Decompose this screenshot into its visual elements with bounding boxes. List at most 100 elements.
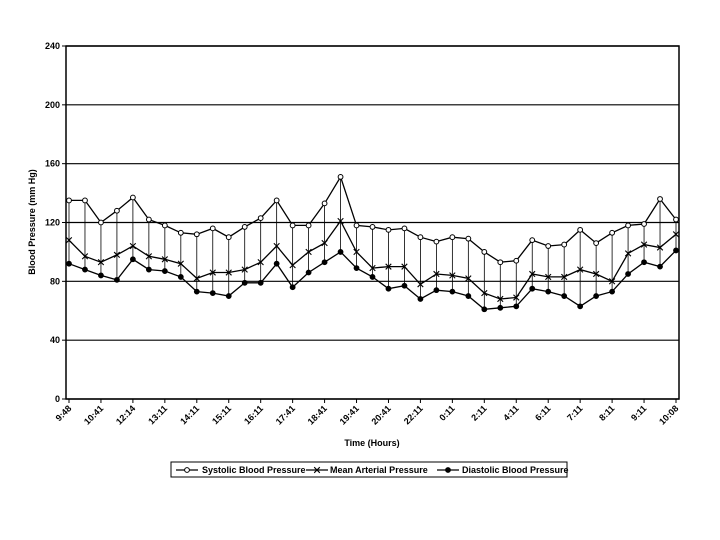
diastolic-point-22 — [417, 296, 424, 302]
x-tick-label-17: 8:11 — [597, 403, 616, 422]
x-tick-label-3: 13:11 — [146, 403, 169, 426]
systolic-point-22 — [417, 234, 424, 241]
mean-arterial-point-19 — [369, 264, 376, 272]
systolic-point-35 — [625, 222, 631, 229]
diastolic-point-7 — [177, 274, 184, 280]
x-tick-label-16: 7:11 — [565, 403, 584, 422]
systolic-point-31 — [561, 241, 568, 248]
y-tick-label-0: 0 — [55, 394, 60, 404]
diastolic-point-35 — [625, 271, 631, 277]
y-axis-label: Blood Pressure (mm Hg) — [27, 169, 37, 275]
systolic-point-29 — [529, 237, 536, 244]
diastolic-point-33 — [593, 293, 600, 299]
systolic-point-16 — [321, 200, 328, 207]
diastolic-point-5 — [145, 266, 152, 273]
mean-arterial-point-35 — [624, 250, 632, 257]
x-tick-label-2: 12:14 — [114, 403, 137, 426]
series-systolic — [66, 174, 679, 266]
legend-label-diastolic: Diastolic Blood Pressure — [462, 465, 569, 475]
systolic-point-9 — [209, 225, 216, 232]
x-tick-label-1: 10:41 — [82, 403, 105, 426]
diastolic-point-29 — [529, 285, 536, 292]
diastolic-point-16 — [321, 259, 328, 266]
systolic-point-10 — [225, 234, 232, 241]
systolic-point-24 — [449, 234, 456, 241]
mean-arterial-point-31 — [560, 273, 568, 281]
systolic-point-5 — [145, 216, 152, 223]
mean-arterial-point-13 — [273, 242, 280, 250]
diastolic-point-24 — [449, 288, 456, 295]
systolic-point-11 — [241, 224, 248, 230]
mean-arterial-point-34 — [608, 278, 616, 285]
mean-arterial-point-7 — [177, 260, 185, 267]
systolic-point-17 — [337, 174, 344, 180]
diastolic-point-23 — [433, 287, 440, 294]
x-tick-label-0: 9:48 — [54, 403, 74, 423]
mean-arterial-point-22 — [417, 281, 424, 288]
diastolic-point-3 — [114, 276, 120, 283]
systolic-point-7 — [177, 229, 184, 236]
systolic-point-38 — [673, 216, 679, 223]
systolic-point-21 — [401, 225, 408, 232]
systolic-point-1 — [82, 197, 88, 204]
legend: Systolic Blood Pressure Mean Arterial Pre… — [170, 461, 569, 478]
y-tick-label-80: 80 — [50, 276, 60, 286]
mean-arterial-point-24 — [449, 272, 456, 279]
x-axis-ticks: 9:48 10:41 12:14 13:11 14:11 15:11 16:11 17:41 1… — [54, 399, 680, 427]
mean-arterial-point-38 — [672, 231, 680, 238]
diastolic-point-1 — [82, 266, 88, 273]
mean-arterial-point-0 — [65, 236, 73, 244]
x-tick-label-9: 19:41 — [338, 403, 361, 426]
series-lines — [65, 174, 680, 313]
mean-arterial-point-5 — [145, 253, 153, 260]
systolic-point-36 — [641, 221, 647, 227]
diastolic-point-36 — [641, 259, 647, 266]
diastolic-point-9 — [209, 290, 216, 297]
systolic-point-12 — [257, 215, 264, 221]
diastolic-point-11 — [241, 279, 248, 286]
mean-arterial-point-9 — [209, 269, 216, 276]
y-tick-label-200: 200 — [45, 100, 60, 110]
diastolic-point-34 — [609, 288, 616, 295]
plot-area-frame — [65, 45, 680, 400]
systolic-point-27 — [497, 259, 504, 266]
diastolic-point-15 — [305, 269, 312, 276]
mean-arterial-point-33 — [592, 270, 600, 278]
diastolic-point-38 — [673, 247, 679, 254]
systolic-point-28 — [513, 257, 520, 264]
x-tick-label-14: 4:11 — [501, 403, 520, 422]
y-axis-ticks: 0 40 80 120 160 200 240 — [45, 41, 66, 404]
y-tick-label-240: 240 — [45, 41, 60, 51]
diastolic-point-30 — [545, 288, 552, 295]
systolic-point-4 — [129, 194, 136, 201]
systolic-point-14 — [289, 222, 296, 229]
mean-arterial-point-29 — [529, 270, 536, 278]
systolic-point-23 — [433, 238, 440, 245]
x-tick-label-8: 18:41 — [306, 403, 329, 426]
diastolic-point-2 — [98, 272, 104, 279]
diastolic-point-25 — [465, 293, 472, 299]
systolic-point-2 — [98, 219, 104, 226]
diastolic-point-12 — [257, 279, 264, 286]
legend-box — [170, 461, 568, 478]
diastolic-point-6 — [161, 268, 168, 274]
systolic-point-34 — [609, 229, 616, 236]
mean-arterial-point-37 — [656, 244, 664, 251]
systolic-point-32 — [577, 226, 584, 233]
legend-marker-diastolic — [445, 467, 451, 473]
mean-arterial-point-4 — [129, 242, 137, 250]
x-tick-label-19: 10:08 — [657, 403, 680, 426]
mean-arterial-point-6 — [161, 256, 169, 263]
systolic-point-13 — [273, 197, 280, 204]
mean-arterial-point-36 — [640, 241, 648, 248]
diastolic-point-18 — [353, 265, 360, 271]
mean-arterial-point-25 — [465, 275, 472, 282]
mean-arterial-point-20 — [385, 263, 392, 270]
systolic-point-3 — [114, 207, 120, 214]
diastolic-point-32 — [577, 303, 584, 310]
mean-arterial-point-23 — [433, 270, 440, 278]
systolic-point-33 — [593, 240, 600, 246]
mean-arterial-point-1 — [81, 253, 89, 260]
mean-arterial-point-21 — [401, 263, 408, 270]
